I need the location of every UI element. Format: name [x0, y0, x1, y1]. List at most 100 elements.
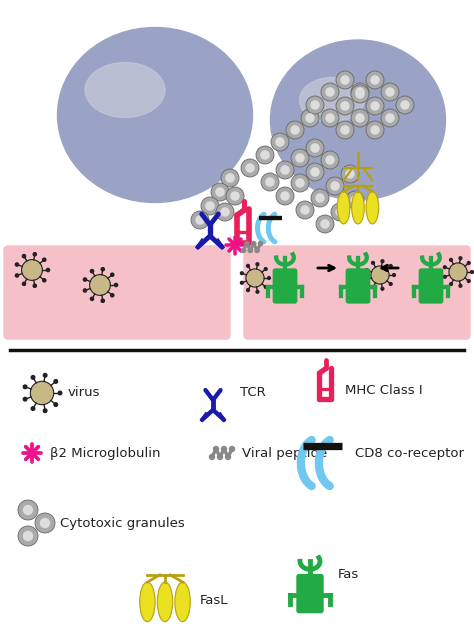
Circle shape: [110, 294, 114, 297]
Ellipse shape: [271, 40, 446, 200]
Circle shape: [351, 83, 369, 101]
Ellipse shape: [352, 192, 365, 224]
Circle shape: [22, 282, 26, 285]
Circle shape: [336, 71, 354, 89]
Circle shape: [43, 258, 46, 261]
Circle shape: [306, 114, 314, 122]
Circle shape: [366, 97, 384, 115]
Circle shape: [372, 261, 374, 264]
Circle shape: [356, 88, 364, 96]
Circle shape: [216, 203, 234, 221]
Circle shape: [15, 274, 18, 277]
Circle shape: [321, 220, 329, 228]
Circle shape: [258, 241, 263, 246]
Text: MHC Class I: MHC Class I: [345, 384, 423, 396]
Circle shape: [264, 268, 267, 270]
Circle shape: [281, 192, 289, 200]
Circle shape: [386, 88, 394, 96]
FancyBboxPatch shape: [297, 575, 323, 613]
Circle shape: [229, 446, 235, 451]
Circle shape: [22, 254, 26, 258]
Circle shape: [351, 85, 369, 103]
Circle shape: [246, 265, 249, 267]
Circle shape: [110, 273, 114, 277]
Circle shape: [311, 144, 319, 152]
Circle shape: [221, 169, 239, 187]
Circle shape: [255, 248, 259, 253]
Circle shape: [326, 156, 334, 164]
Circle shape: [386, 114, 394, 122]
Circle shape: [211, 183, 229, 201]
Circle shape: [286, 121, 304, 139]
Circle shape: [371, 266, 389, 284]
Circle shape: [366, 121, 384, 139]
Circle shape: [371, 76, 379, 84]
Circle shape: [18, 526, 38, 546]
Circle shape: [316, 194, 324, 202]
Ellipse shape: [366, 192, 379, 224]
Circle shape: [23, 385, 27, 389]
Circle shape: [33, 253, 36, 256]
Circle shape: [351, 196, 359, 204]
Circle shape: [296, 154, 304, 162]
Circle shape: [261, 173, 279, 191]
Circle shape: [221, 446, 227, 451]
Circle shape: [401, 101, 409, 109]
Circle shape: [54, 403, 57, 406]
Circle shape: [46, 268, 50, 272]
Circle shape: [276, 161, 294, 179]
Circle shape: [91, 270, 93, 273]
FancyBboxPatch shape: [419, 269, 443, 303]
Text: Cytotoxic granules: Cytotoxic granules: [60, 517, 185, 529]
Circle shape: [114, 284, 118, 287]
Ellipse shape: [300, 77, 365, 123]
Circle shape: [459, 284, 462, 287]
Circle shape: [306, 139, 324, 157]
Circle shape: [266, 178, 274, 186]
Circle shape: [256, 291, 259, 293]
Circle shape: [58, 391, 62, 395]
Circle shape: [216, 188, 224, 196]
FancyBboxPatch shape: [244, 246, 470, 339]
Circle shape: [296, 201, 314, 219]
Circle shape: [450, 258, 452, 261]
Circle shape: [356, 114, 364, 122]
Circle shape: [18, 500, 38, 520]
Circle shape: [381, 260, 384, 263]
Circle shape: [396, 96, 414, 114]
Text: FasL: FasL: [200, 594, 228, 606]
Circle shape: [356, 90, 364, 98]
Circle shape: [206, 202, 214, 210]
Circle shape: [246, 269, 264, 287]
Circle shape: [459, 257, 462, 260]
Circle shape: [196, 216, 204, 224]
Circle shape: [444, 266, 446, 268]
Circle shape: [241, 248, 246, 253]
Circle shape: [444, 275, 446, 278]
Circle shape: [336, 208, 344, 216]
Circle shape: [276, 187, 294, 205]
Circle shape: [221, 208, 229, 216]
Circle shape: [30, 381, 54, 404]
Circle shape: [471, 270, 474, 273]
Circle shape: [301, 206, 309, 214]
Circle shape: [261, 151, 269, 159]
Circle shape: [381, 83, 399, 101]
Circle shape: [311, 101, 319, 109]
Circle shape: [240, 272, 243, 275]
Circle shape: [24, 506, 33, 515]
Circle shape: [246, 164, 254, 172]
Circle shape: [264, 285, 267, 289]
Circle shape: [276, 138, 284, 146]
FancyBboxPatch shape: [346, 269, 370, 303]
Text: Viral peptide: Viral peptide: [242, 446, 327, 460]
Ellipse shape: [157, 582, 173, 622]
Circle shape: [281, 166, 289, 174]
Circle shape: [372, 285, 374, 289]
Text: CD8 co-receptor: CD8 co-receptor: [355, 446, 464, 460]
Circle shape: [336, 97, 354, 115]
Circle shape: [346, 191, 364, 209]
Circle shape: [291, 174, 309, 192]
Circle shape: [231, 192, 239, 200]
Circle shape: [311, 189, 329, 207]
